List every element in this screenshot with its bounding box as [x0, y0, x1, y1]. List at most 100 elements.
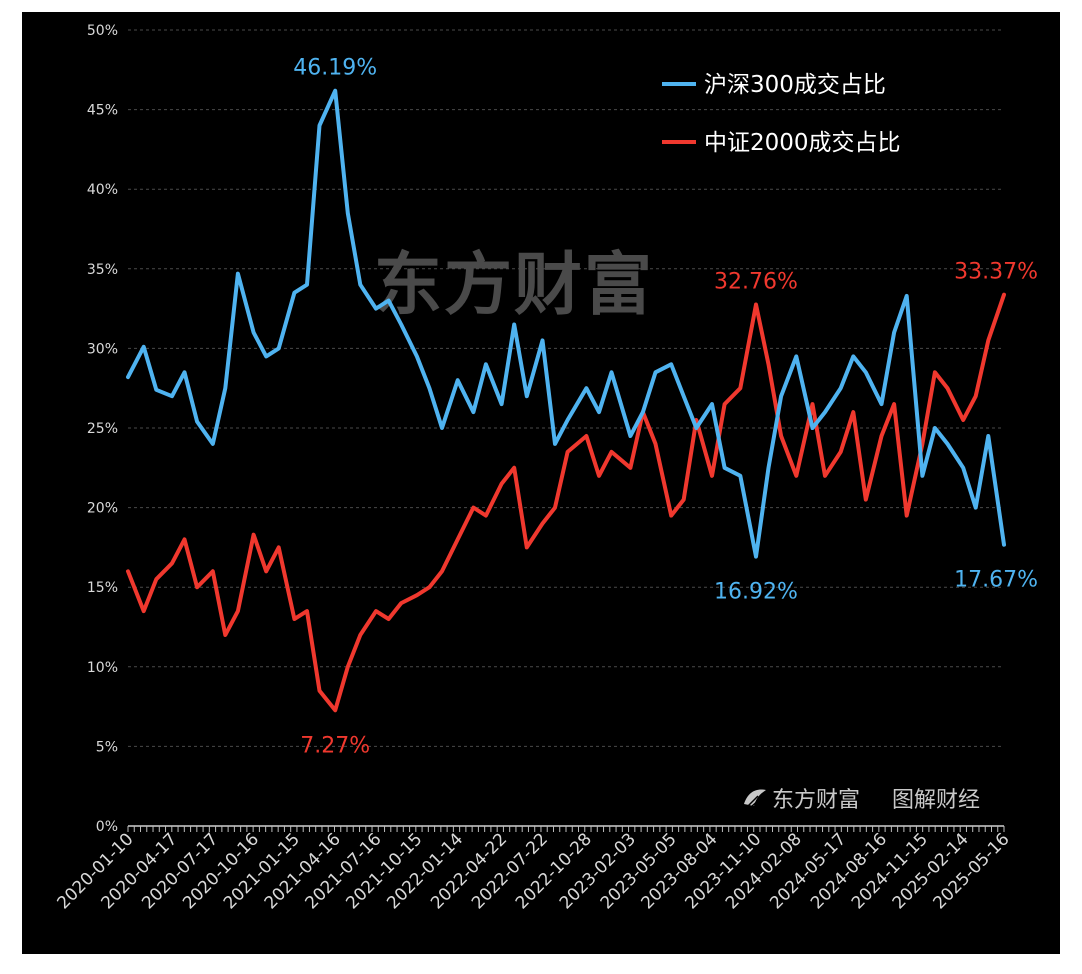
data-point: [441, 570, 443, 573]
data-point: [252, 533, 255, 536]
data-point: [711, 475, 713, 477]
y-tick-label: 25%: [87, 421, 118, 437]
data-point: [183, 371, 186, 374]
brand-mark: 东方财富 图解财经: [744, 788, 980, 813]
data-point: [472, 411, 475, 413]
data-point: [755, 303, 757, 306]
data-point: [212, 443, 214, 445]
data-point: [934, 371, 936, 374]
data-point: [839, 451, 842, 453]
data-point: [811, 403, 814, 405]
data-point: [387, 618, 390, 620]
data-point: [811, 427, 814, 429]
data-point: [824, 475, 826, 477]
data-point: [142, 346, 145, 348]
series-lines: [126, 88, 1006, 713]
data-point: [155, 389, 158, 391]
data-point: [654, 371, 657, 374]
data-label: 33.37%: [954, 260, 1038, 285]
data-point: [695, 427, 698, 429]
data-point: [839, 387, 842, 390]
data-point: [541, 522, 544, 525]
data-point: [585, 435, 588, 437]
data-point: [767, 363, 770, 366]
data-label: 16.92%: [714, 580, 798, 605]
data-point: [566, 419, 569, 421]
data-point: [212, 570, 214, 573]
data-point: [526, 395, 528, 398]
data-point: [670, 363, 672, 366]
data-point: [513, 323, 515, 326]
data-point: [171, 562, 173, 565]
data-point: [171, 395, 173, 398]
y-tick-label: 45%: [87, 103, 118, 119]
data-point: [400, 602, 403, 604]
y-tick-label: 30%: [87, 341, 118, 357]
data-point: [852, 411, 855, 413]
data-point: [795, 475, 798, 477]
data-point: [962, 419, 964, 421]
data-point: [629, 467, 632, 469]
data-point: [974, 395, 977, 398]
data-point: [654, 443, 657, 445]
data-point: [277, 347, 280, 350]
data-point: [755, 555, 757, 558]
data-point: [252, 331, 255, 334]
data-point: [767, 467, 770, 469]
data-point: [962, 467, 964, 469]
data-point: [780, 395, 782, 398]
data-point: [629, 435, 632, 437]
data-point: [196, 586, 198, 588]
grid-lines: [128, 29, 1004, 747]
data-point: [416, 594, 418, 596]
data-point: [598, 475, 600, 477]
data-point: [946, 387, 949, 390]
data-point: [865, 498, 867, 501]
data-point: [183, 538, 186, 541]
data-point: [265, 570, 267, 573]
data-point: [598, 411, 600, 413]
data-point: [739, 475, 742, 477]
data-point: [441, 427, 443, 429]
data-point: [375, 610, 377, 612]
data-point: [500, 482, 503, 485]
y-tick-label: 20%: [87, 501, 118, 517]
data-point: [795, 355, 798, 358]
data-point: [277, 546, 280, 549]
data-point: [974, 506, 977, 509]
brand-column-text: 图解财经: [892, 788, 980, 813]
data-point: [456, 379, 459, 382]
data-point: [987, 339, 990, 342]
brand-logo-text: 东方财富: [772, 788, 860, 813]
data-point: [682, 395, 685, 398]
data-point: [865, 371, 867, 374]
data-point: [472, 506, 475, 509]
data-point: [711, 403, 713, 405]
data-point: [293, 291, 296, 294]
data-annotations: 46.19% 16.92% 17.67% 7.27% 32.76% 33.37%: [293, 56, 1038, 759]
y-axis: 0% 5% 10% 15% 20% 25% 30% 35% 40% 45% 50%: [87, 23, 118, 835]
series-line-hs300: [126, 88, 1006, 559]
data-point: [155, 578, 158, 580]
data-point: [554, 443, 556, 445]
chart-frame: 0% 5% 10% 15% 20% 25% 30% 35% 40% 45% 50% 东方财富 46.…: [22, 12, 1060, 954]
data-point: [946, 443, 949, 445]
data-point: [893, 403, 895, 405]
data-point: [237, 610, 239, 612]
data-point: [554, 506, 556, 509]
data-point: [500, 403, 503, 405]
legend-label-hs300: 沪深300成交占比: [704, 72, 886, 98]
data-point: [670, 514, 672, 517]
data-point: [428, 387, 431, 390]
data-point: [852, 355, 855, 358]
data-point: [142, 610, 145, 612]
data-point: [306, 283, 308, 286]
data-point: [196, 420, 198, 423]
data-point: [905, 514, 908, 517]
data-point: [526, 546, 528, 549]
series-line-csi2000: [126, 292, 1006, 713]
data-point: [127, 376, 129, 378]
data-point: [905, 295, 908, 297]
data-point: [893, 331, 895, 334]
data-point: [127, 570, 129, 573]
